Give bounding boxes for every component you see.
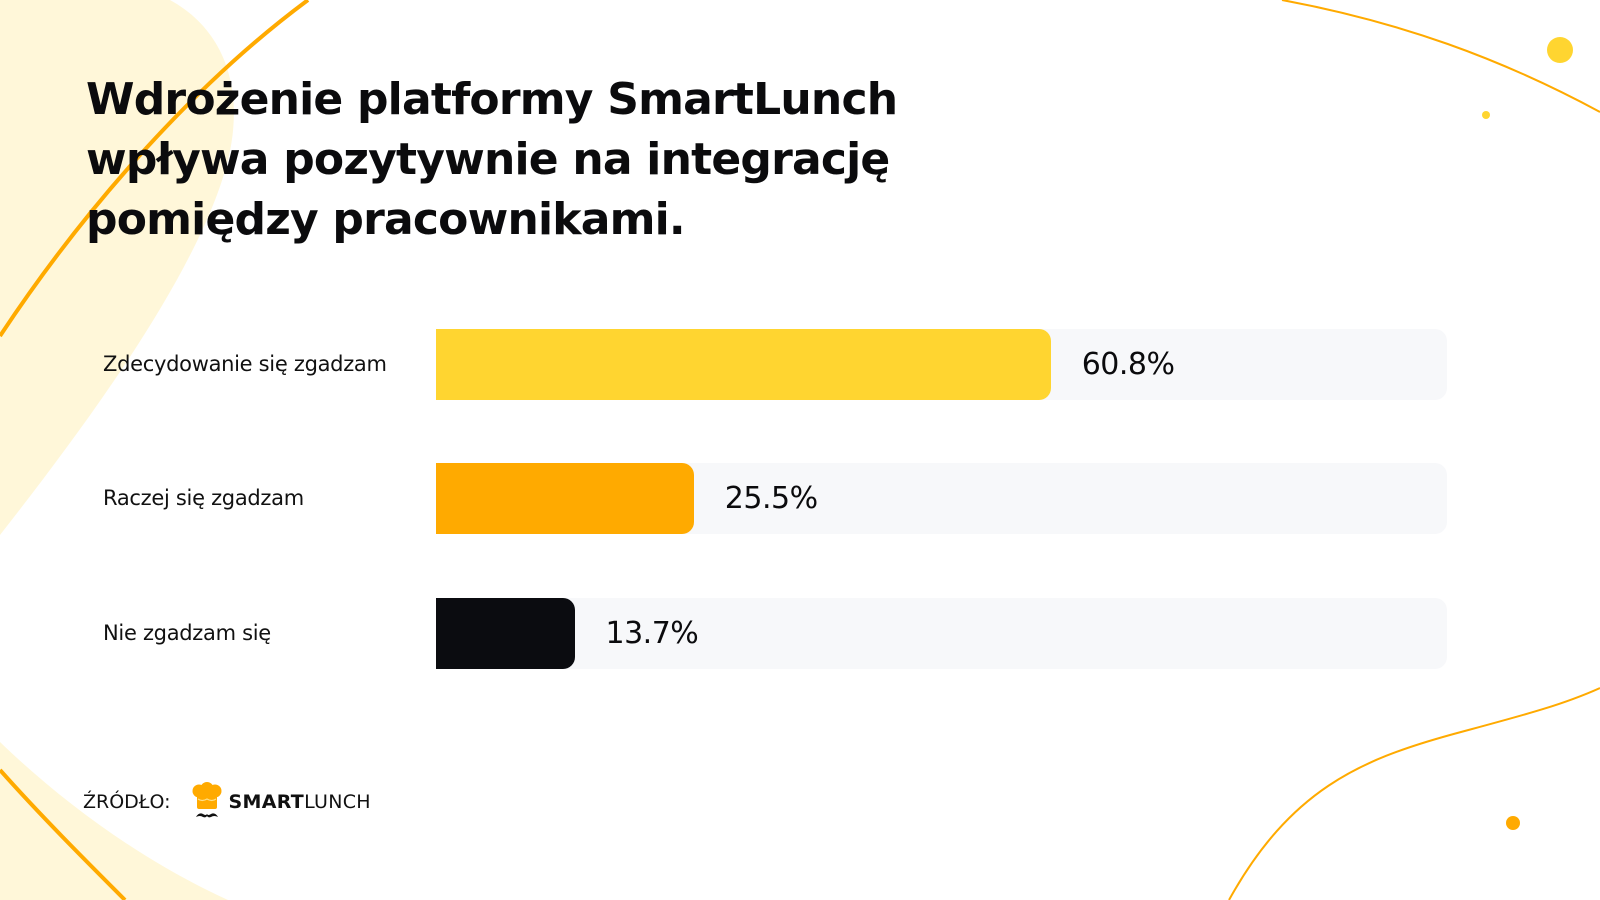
smartlunch-logo: SMARTLUNCH <box>191 782 371 822</box>
title-line-3: pomiędzy pracownikami. <box>86 194 686 245</box>
decor-dot-large <box>1547 37 1573 63</box>
bar-zdecydowanie-sie-zgadzam <box>436 329 1051 400</box>
bar-track <box>436 463 1447 534</box>
bar-track <box>436 329 1447 400</box>
bar-track <box>436 598 1447 669</box>
pale-shape-top-left <box>0 0 234 535</box>
value-label: 60.8% <box>1081 347 1175 382</box>
chart-row: Nie zgadzam się 13.7% <box>0 598 1600 669</box>
decor-dot-small <box>1482 111 1490 119</box>
accent-curve-top-left <box>0 0 310 338</box>
category-label: Nie zgadzam się <box>103 621 271 645</box>
category-label: Zdecydowanie się zgadzam <box>103 352 387 376</box>
chart-row: Zdecydowanie się zgadzam 60.8% <box>0 329 1600 400</box>
decor-dot-orange <box>1506 816 1520 830</box>
title-line-2: wpływa pozytywnie na integrację <box>86 134 890 185</box>
accent-curve-bottom-left <box>0 768 127 900</box>
chart-row: Raczej się zgadzam 25.5% <box>0 463 1600 534</box>
source-footer: ŹRÓDŁO: SMARTLUNCH <box>83 782 371 822</box>
pale-shape-bottom-left <box>0 742 228 900</box>
accent-curve-top-right <box>1281 0 1600 113</box>
bar-nie-zgadzam-sie <box>436 598 575 669</box>
title-line-1: Wdrożenie platformy SmartLunch <box>86 74 898 125</box>
value-label: 13.7% <box>605 616 699 651</box>
value-label: 25.5% <box>724 481 818 516</box>
brand-name-bold: SMART <box>228 791 305 813</box>
brand-name-regular: LUNCH <box>304 791 371 813</box>
page-title: Wdrożenie platformy SmartLunch wpływa po… <box>86 70 898 250</box>
source-label: ŹRÓDŁO: <box>83 791 171 813</box>
accent-curve-bottom-right <box>1228 687 1600 900</box>
category-label: Raczej się zgadzam <box>103 486 304 510</box>
brand-name: SMARTLUNCH <box>229 791 371 813</box>
bar-raczej-sie-zgadzam <box>436 463 694 534</box>
chef-hat-mustache-icon <box>192 782 222 818</box>
